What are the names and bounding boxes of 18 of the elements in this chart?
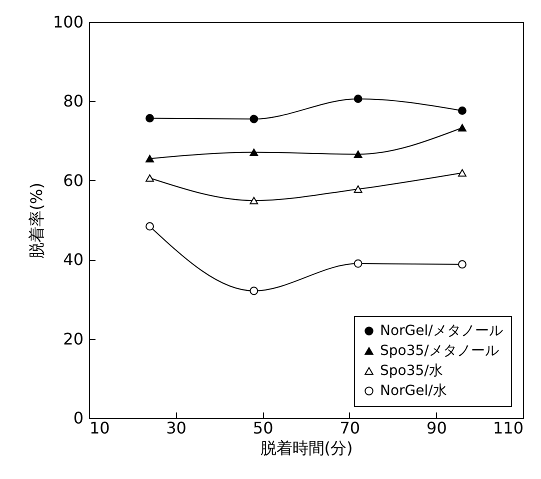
y-tick-label: 20: [63, 329, 84, 348]
y-tick-label: 80: [63, 92, 84, 111]
x-tick-label: 50: [252, 418, 274, 438]
x-tick-label: 90: [426, 418, 447, 438]
x-tick-label: 30: [166, 418, 186, 438]
legend-label: Spo35/メタノール: [380, 343, 499, 359]
legend-label: NorGel/水: [380, 383, 447, 399]
x-tick-label: 10: [90, 418, 110, 438]
legend-label: NorGel/メタノール: [380, 323, 503, 339]
x-tick-label: 70: [340, 418, 360, 438]
x-axis-title: 脱着時間(分): [260, 438, 353, 458]
legend-label: Spo35/水: [380, 363, 443, 379]
y-tick-label: 100: [52, 12, 84, 32]
y-tick-label: 0: [73, 408, 84, 428]
y-tick-label: 40: [63, 250, 84, 270]
y-tick-label: 60: [63, 170, 84, 190]
y-axis-title: 脱着率(%): [26, 182, 46, 258]
x-tick-label: 110: [492, 418, 524, 438]
